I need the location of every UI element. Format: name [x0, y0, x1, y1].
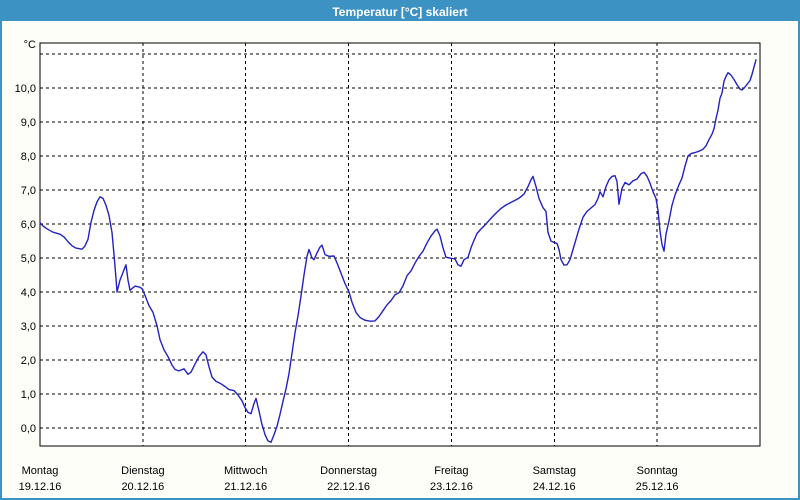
y-tick-label: 2,0 [21, 355, 36, 367]
x-date-label: 22.12.16 [327, 481, 370, 493]
y-tick-label: 10,0 [15, 83, 36, 95]
x-day-label: Montag [22, 465, 59, 477]
x-date-label: 25.12.16 [636, 481, 679, 493]
y-axis-unit-label: °C [24, 39, 36, 51]
window-title: Temperatur [°C] skaliert [332, 4, 468, 19]
x-day-label: Mittwoch [224, 465, 267, 477]
plot-area [40, 43, 760, 446]
y-tick-label: 6,0 [21, 219, 36, 231]
x-day-label: Dienstag [121, 465, 164, 477]
x-date-label: 20.12.16 [121, 481, 164, 493]
window-titlebar: Temperatur [°C] skaliert [2, 2, 798, 21]
y-tick-label: 1,0 [21, 389, 36, 401]
temperature-line [39, 59, 757, 443]
x-date-label: 21.12.16 [224, 481, 267, 493]
plot-border [39, 42, 761, 447]
x-date-label: 24.12.16 [533, 481, 576, 493]
y-tick-label: 9,0 [21, 117, 36, 129]
y-tick-label: 8,0 [21, 151, 36, 163]
x-day-label: Donnerstag [320, 465, 377, 477]
chart-container: 0,0 1,0 2,0 3,0 4,0 5,0 6,0 7,0 8,0 9,0 10,0 °C Mont… [2, 21, 798, 498]
x-day-label: Freitag [434, 465, 468, 477]
y-tick-label: 0,0 [21, 423, 36, 435]
x-day-label: Samstag [533, 465, 576, 477]
x-day-label: Sonntag [637, 465, 678, 477]
x-date-label: 19.12.16 [19, 481, 62, 493]
y-tick-label: 3,0 [21, 321, 36, 333]
x-date-label: 23.12.16 [430, 481, 473, 493]
y-tick-label: 7,0 [21, 185, 36, 197]
y-tick-label: 4,0 [21, 287, 36, 299]
temperature-chart: 0,0 1,0 2,0 3,0 4,0 5,0 6,0 7,0 8,0 9,0 10,0 °C Mont… [15, 39, 761, 493]
y-tick-label: 5,0 [21, 253, 36, 265]
